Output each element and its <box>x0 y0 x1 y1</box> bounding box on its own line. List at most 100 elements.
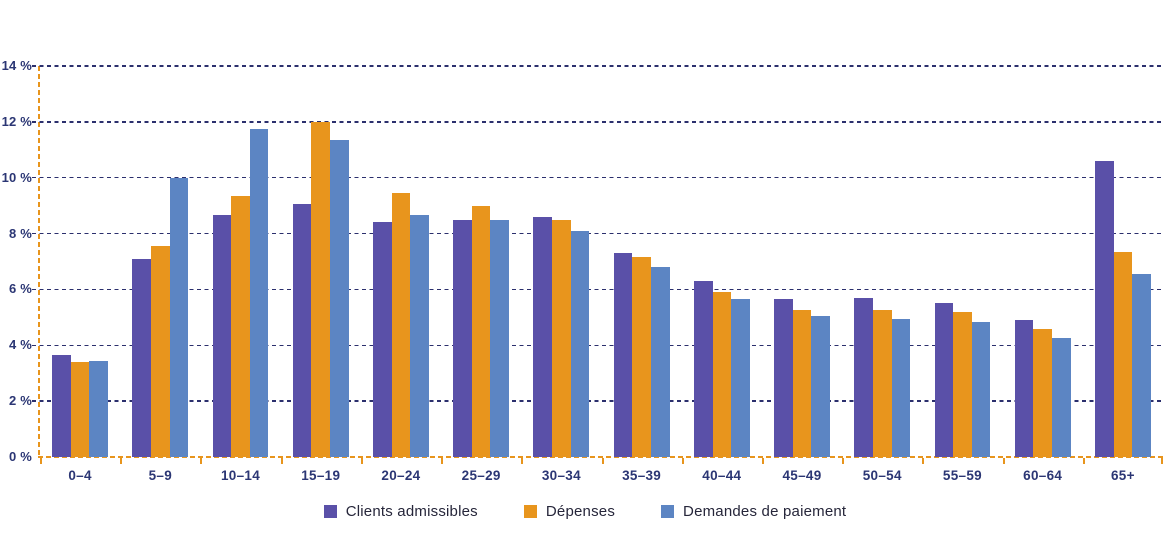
x-axis-label: 20–24 <box>381 468 421 483</box>
legend-swatch-icon <box>523 504 537 518</box>
bar-demandes-de-paiement-40–44 <box>731 299 750 457</box>
legend-label: Demandes de paiement <box>683 502 847 520</box>
x-axis-tick <box>922 458 925 464</box>
bar-clients-admissibles-15–19 <box>292 204 312 457</box>
bar-clients-admissibles-25–29 <box>453 219 472 457</box>
bar-clients-admissibles-35–39 <box>613 253 633 457</box>
bar-demandes-de-paiement-30–34 <box>570 230 590 457</box>
x-axis-tick <box>441 458 444 464</box>
bar-clients-admissibles-45–49 <box>774 299 793 457</box>
bar-clients-admissibles-0–4 <box>52 355 71 457</box>
gridline-12 <box>32 121 1163 123</box>
legend-label: Dépenses <box>545 502 616 520</box>
x-axis-label: 50–54 <box>862 468 902 483</box>
legend-swatch-icon <box>661 504 675 518</box>
bar-dépenses-65+ <box>1113 251 1133 457</box>
bar-demandes-de-paiement-50–54 <box>891 318 911 457</box>
bar-demandes-de-paiement-5–9 <box>169 177 189 457</box>
bar-clients-admissibles-10–14 <box>212 215 232 457</box>
gridline-14 <box>32 65 1163 67</box>
x-axis-label: 45–49 <box>782 468 822 483</box>
bar-clients-admissibles-30–34 <box>533 216 553 457</box>
y-axis-line <box>38 66 40 458</box>
y-axis-label: 4 % <box>8 337 32 353</box>
x-axis-label: 35–39 <box>622 468 662 483</box>
bar-dépenses-45–49 <box>792 310 812 457</box>
x-axis-label: 30–34 <box>541 468 581 483</box>
bar-demandes-de-paiement-55–59 <box>971 321 991 457</box>
legend-swatch-icon <box>323 504 337 518</box>
legend: Clients admissibles Dépenses Demandes de p… <box>0 499 1170 523</box>
bar-dépenses-0–4 <box>70 362 90 457</box>
y-axis-label: 14 % <box>1 58 32 73</box>
bar-clients-admissibles-60–64 <box>1014 320 1034 457</box>
legend-item-dépenses: Dépenses <box>523 502 616 520</box>
x-axis-label: 0–4 <box>68 468 92 483</box>
y-axis-label: 8 % <box>8 225 32 241</box>
x-axis-tick <box>1082 458 1085 464</box>
x-axis-tick <box>601 458 604 464</box>
bar-demandes-de-paiement-60–64 <box>1051 338 1071 457</box>
x-axis-tick <box>1161 458 1163 464</box>
x-axis-tick <box>120 458 123 464</box>
gridline-10 <box>32 176 1163 179</box>
bar-demandes-de-paiement-25–29 <box>490 219 510 457</box>
legend-label: Clients admissibles <box>345 502 478 520</box>
gridline-2 <box>32 400 1163 402</box>
x-axis-tick <box>200 458 203 464</box>
y-axis-label: 2 % <box>8 393 32 409</box>
bar-dépenses-15–19 <box>311 121 331 457</box>
x-axis-tick <box>280 458 283 464</box>
x-axis-label: 65+ <box>1110 468 1135 483</box>
bar-dépenses-40–44 <box>712 292 732 457</box>
bar-clients-admissibles-50–54 <box>854 297 873 457</box>
x-axis-label: 5–9 <box>148 468 173 483</box>
bar-clients-admissibles-65+ <box>1094 160 1114 457</box>
legend-item-demandes-de-paiement: Demandes de paiement <box>661 503 846 520</box>
bar-demandes-de-paiement-0–4 <box>89 360 108 457</box>
bar-dépenses-20–24 <box>391 193 411 457</box>
x-axis-tick <box>360 458 363 464</box>
bar-demandes-de-paiement-65+ <box>1132 274 1151 457</box>
gridline-4 <box>32 344 1163 347</box>
y-axis-label: 12 % <box>1 113 32 129</box>
bar-dépenses-25–29 <box>471 205 491 457</box>
x-axis-tick <box>521 458 524 464</box>
x-axis-label: 40–44 <box>702 468 742 483</box>
bar-dépenses-35–39 <box>632 257 651 457</box>
bar-clients-admissibles-20–24 <box>373 222 392 457</box>
bar-dépenses-60–64 <box>1033 328 1052 457</box>
y-axis-label: 10 % <box>1 169 32 185</box>
x-axis-tick <box>842 458 845 464</box>
x-axis-line <box>38 456 1163 458</box>
x-axis-tick <box>681 458 684 464</box>
bar-clients-admissibles-40–44 <box>693 281 713 457</box>
x-axis-label: 10–14 <box>221 468 261 483</box>
bar-dépenses-5–9 <box>151 246 170 457</box>
x-axis-tick <box>761 458 764 464</box>
bar-demandes-de-paiement-35–39 <box>650 267 670 457</box>
bar-clients-admissibles-55–59 <box>934 303 954 457</box>
legend-item-clients-admissibles: Clients admissibles <box>323 502 478 520</box>
bar-dépenses-50–54 <box>872 310 892 457</box>
x-axis-label: 25–29 <box>461 468 501 483</box>
y-axis-label: 0 % <box>8 449 32 464</box>
bar-dépenses-30–34 <box>552 219 571 457</box>
bar-dépenses-55–59 <box>953 311 972 457</box>
plot-area <box>32 65 1163 464</box>
bar-demandes-de-paiement-15–19 <box>330 140 349 457</box>
x-axis-tick <box>40 458 42 464</box>
bar-dépenses-10–14 <box>231 195 250 457</box>
gridline-6 <box>32 288 1163 291</box>
gridline-8 <box>32 232 1163 235</box>
bar-demandes-de-paiement-45–49 <box>811 315 830 457</box>
x-axis-tick <box>1002 458 1005 464</box>
x-axis-label: 55–59 <box>942 468 982 483</box>
y-axis-label: 6 % <box>8 281 32 297</box>
x-axis-label: 15–19 <box>301 468 341 483</box>
bar-demandes-de-paiement-20–24 <box>410 215 429 457</box>
bar-clients-admissibles-5–9 <box>132 258 151 457</box>
bar-demandes-de-paiement-10–14 <box>249 128 269 457</box>
x-axis-label: 60–64 <box>1023 468 1063 483</box>
